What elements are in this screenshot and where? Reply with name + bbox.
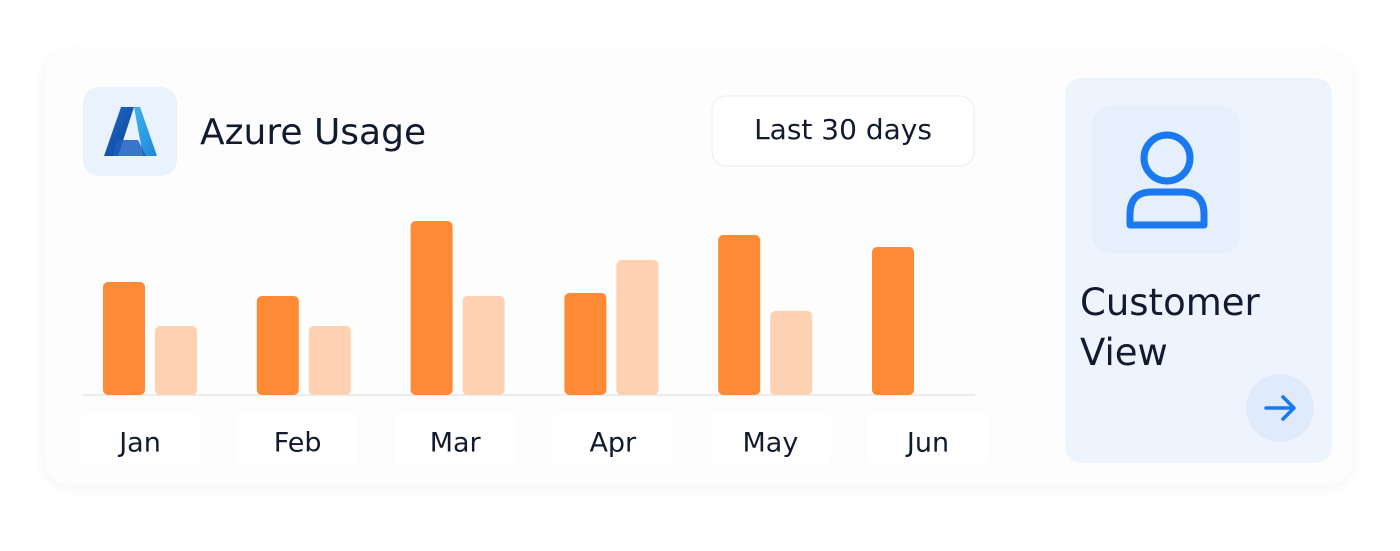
x-label-box xyxy=(868,413,988,465)
person-icon xyxy=(1126,131,1208,229)
x-tick-label: Feb xyxy=(274,428,322,459)
bar xyxy=(564,293,607,395)
x-label-box xyxy=(80,413,200,465)
azure-logo xyxy=(104,107,157,156)
azure-icon-box xyxy=(83,87,177,176)
bar xyxy=(462,296,505,395)
x-tick-label: May xyxy=(742,428,798,459)
x-label-box xyxy=(710,413,831,465)
bar xyxy=(616,260,659,395)
bar xyxy=(872,247,914,395)
bar xyxy=(256,296,299,395)
x-label-box xyxy=(237,413,358,465)
bar xyxy=(155,326,197,395)
card xyxy=(45,52,1352,485)
plot: Jan Feb Mar Apr May Jun xyxy=(80,221,988,465)
bar xyxy=(770,311,813,395)
x-tick-label: Jun xyxy=(905,428,949,459)
bar xyxy=(103,282,145,395)
bar xyxy=(718,235,761,395)
arrow-icon[interactable] xyxy=(1264,395,1296,421)
x-tick-label: Apr xyxy=(589,428,637,459)
x-tick-label: Mar xyxy=(430,428,482,459)
bar xyxy=(308,326,351,395)
bar xyxy=(410,221,453,395)
range-button[interactable] xyxy=(711,95,975,167)
x-tick-label: Jan xyxy=(117,428,161,459)
x-label-box xyxy=(395,413,516,465)
range-label[interactable]: Last 30 days xyxy=(754,113,932,146)
side-title: Customer View xyxy=(1080,281,1260,374)
x-label-box xyxy=(552,413,673,465)
card-title: Azure Usage xyxy=(200,112,426,153)
